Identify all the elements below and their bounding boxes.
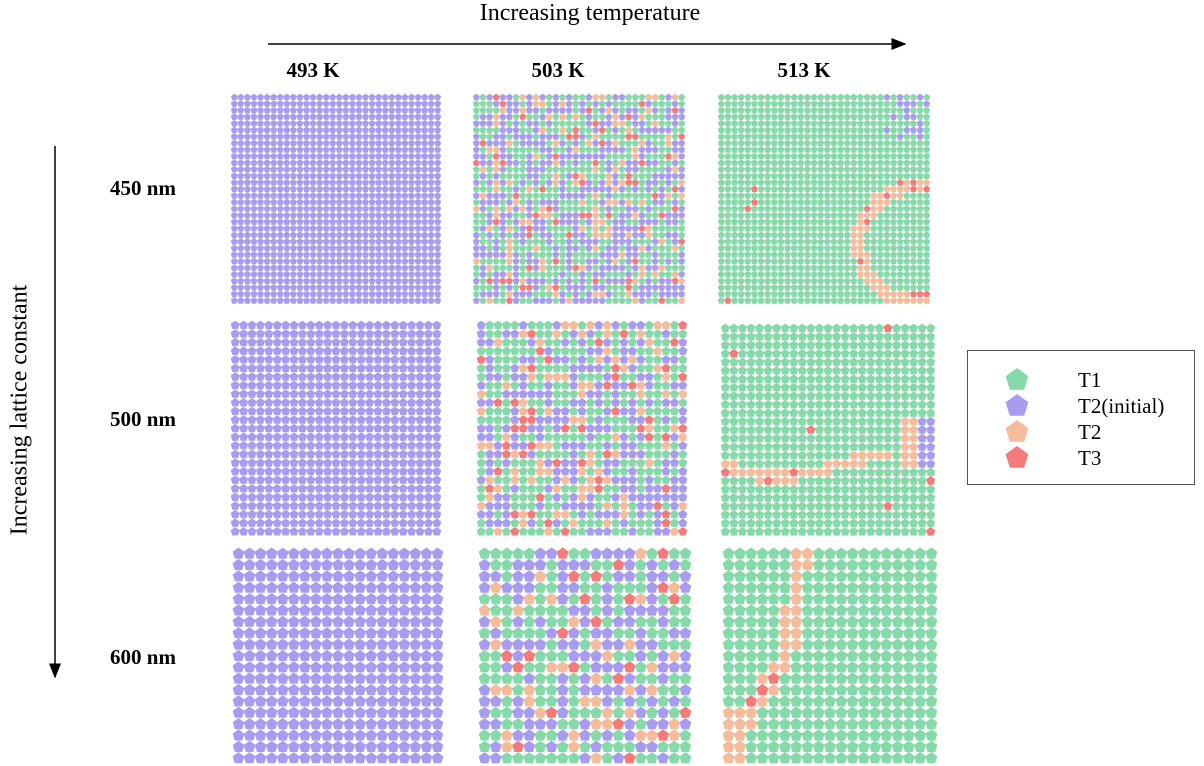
legend-label-t3: T3 (1078, 446, 1102, 470)
column-label-493k: 493 K (286, 58, 340, 82)
pentagon-icon (1005, 446, 1029, 468)
legend-item-t2-initial: T2(initial) (1004, 393, 1194, 419)
lattice-panel-600nm-513K (722, 547, 938, 764)
lattice-panel-500nm-513K (720, 323, 936, 536)
row-label-450nm: 450 nm (110, 176, 176, 200)
pentagon-icon (1005, 394, 1029, 416)
pentagon-icon (1005, 368, 1029, 390)
lattice-panel-450nm-493K (230, 93, 442, 304)
row-label-500nm: 500 nm (110, 407, 176, 431)
lattice-panel-500nm-493K (230, 320, 442, 536)
lattice-panel-450nm-503K (472, 93, 686, 304)
legend-item-t1: T1 (1004, 367, 1194, 393)
column-label-503k: 503 K (531, 58, 585, 82)
legend-label-t2: T2 (1078, 420, 1102, 444)
lattice-panel-600nm-493K (232, 547, 444, 764)
legend-label-t1: T1 (1078, 368, 1102, 392)
legend-item-t2: T2 (1004, 419, 1194, 445)
legend-label-t2-initial: T2(initial) (1078, 394, 1165, 418)
lattice-panel-600nm-503K (478, 547, 692, 764)
legend: T1 T2(initial) T2 T3 (967, 350, 1195, 485)
column-label-513k: 513 K (777, 58, 831, 82)
x-axis-label: Increasing temperature (479, 0, 701, 26)
row-label-600nm: 600 nm (110, 645, 176, 669)
pentagon-icon (1005, 420, 1029, 442)
lattice-panel-450nm-513K (717, 93, 931, 304)
legend-item-t3: T3 (1004, 445, 1194, 471)
lattice-panel-500nm-503K (476, 320, 688, 536)
